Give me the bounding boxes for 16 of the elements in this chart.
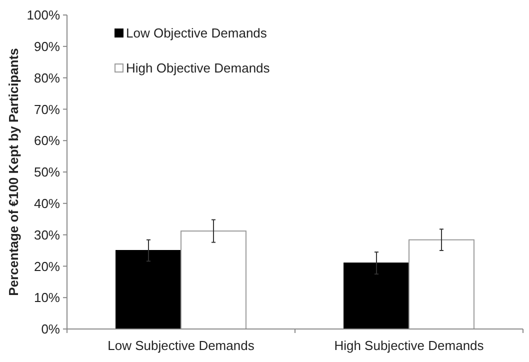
y-tick-label: 50% <box>34 164 60 180</box>
legend-label: High Objective Demands <box>126 60 270 76</box>
y-tick-label: 60% <box>34 133 60 148</box>
y-tick-label: 80% <box>34 70 60 86</box>
y-tick-label: 100% <box>26 8 60 23</box>
y-tick-label: 70% <box>34 102 60 117</box>
legend-label: Low Objective Demands <box>126 26 268 41</box>
y-tick-label: 20% <box>34 258 60 274</box>
y-tick-label: 10% <box>34 290 60 306</box>
y-tick-label: 0% <box>41 322 60 337</box>
y-tick-label: 40% <box>34 196 60 211</box>
x-tick-label: Low Subjective Demands <box>108 338 255 353</box>
y-tick-label: 90% <box>34 38 60 54</box>
y-tick-label: 30% <box>34 227 60 242</box>
y-axis-title: Percentage of €100 Kept by Participants <box>6 48 21 296</box>
x-tick-label: High Subjective Demands <box>334 338 484 353</box>
